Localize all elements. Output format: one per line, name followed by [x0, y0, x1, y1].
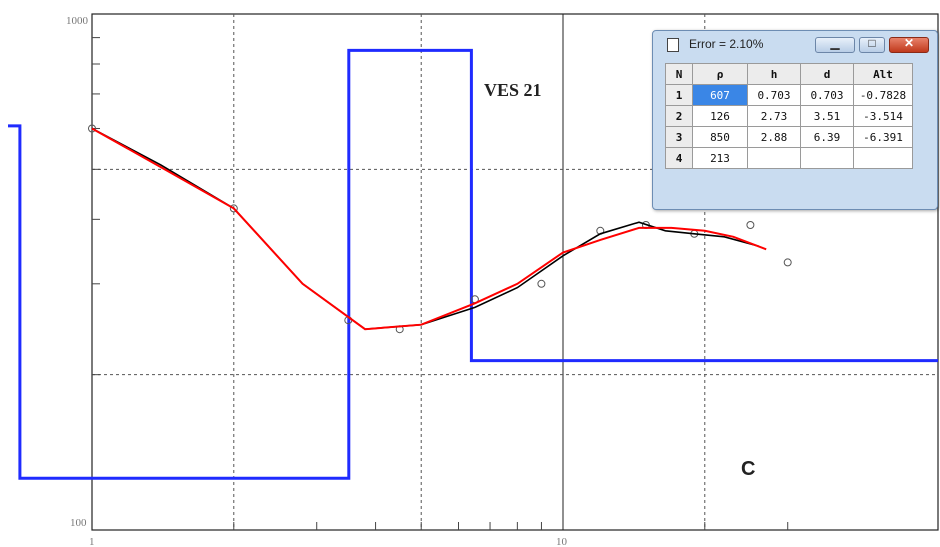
table-body: 1 607 0.703 0.703 -0.7828 2 126 2.73 3.51 -3.514 3… — [665, 84, 913, 169]
minimize-button[interactable]: ▁ — [815, 36, 855, 53]
cell-alt[interactable]: -3.514 — [853, 105, 913, 127]
document-icon — [667, 38, 679, 52]
cell-alt[interactable]: -6.391 — [853, 126, 913, 148]
cell-rho[interactable]: 850 — [692, 126, 748, 148]
cell-d[interactable]: 6.39 — [800, 126, 854, 148]
cell-n[interactable]: 2 — [665, 105, 693, 127]
column-header-d: d — [800, 63, 854, 85]
axis-ticks — [92, 37, 789, 530]
table-row: 1 607 0.703 0.703 -0.7828 — [665, 84, 913, 106]
table-header-row: N ρ h d Alt — [665, 63, 913, 85]
ves-label: VES 21 — [484, 80, 542, 100]
model-response-line — [91, 127, 767, 331]
observed-point — [746, 221, 755, 229]
plot-frame — [91, 13, 939, 531]
cell-rho[interactable]: 213 — [692, 147, 748, 169]
layer-parameters-table: N ρ h d Alt 1 607 0.703 0.703 -0.7828 2 126 2.7… — [665, 63, 913, 169]
cell-alt[interactable]: -0.7828 — [853, 84, 913, 106]
cell-n[interactable]: 1 — [665, 84, 693, 106]
column-header-n: N — [665, 63, 693, 85]
y-tick-label-1000: 1000 — [66, 15, 89, 27]
table-row: 3 850 2.88 6.39 -6.391 — [665, 126, 913, 148]
cell-h[interactable]: 0.703 — [747, 84, 801, 106]
cell-n[interactable]: 3 — [665, 126, 693, 148]
cell-h[interactable]: 2.73 — [747, 105, 801, 127]
y-tick-label-100: 100 — [70, 517, 87, 529]
observed-point — [229, 204, 238, 213]
table-row: 4 213 — [665, 147, 913, 169]
cell-alt[interactable] — [853, 147, 913, 169]
observed-point — [783, 258, 792, 267]
close-button[interactable]: ✕ — [889, 36, 929, 53]
minimize-icon: ▁ — [830, 36, 840, 50]
window-titlebar[interactable]: Error = 2.10% ▁ □ ✕ — [653, 31, 937, 59]
table-row: 2 126 2.73 3.51 -3.514 — [665, 105, 913, 127]
column-header-rho: ρ — [692, 63, 748, 85]
panel-letter: C — [741, 458, 755, 480]
x-tick-label-1: 1 — [89, 536, 95, 547]
window-title: Error = 2.10% — [689, 37, 764, 51]
observed-point — [88, 124, 96, 133]
column-header-alt: Alt — [853, 63, 913, 85]
close-icon: ✕ — [903, 36, 915, 50]
column-header-h: h — [747, 63, 801, 85]
cell-h[interactable]: 2.88 — [747, 126, 801, 148]
cell-rho[interactable]: 126 — [692, 105, 748, 127]
maximize-button[interactable]: □ — [859, 36, 885, 53]
cell-d[interactable]: 3.51 — [800, 105, 854, 127]
cell-d[interactable]: 0.703 — [800, 84, 854, 106]
cell-n[interactable]: 4 — [665, 147, 693, 169]
x-tick-label-10: 10 — [556, 536, 568, 547]
maximize-icon: □ — [868, 36, 876, 50]
cell-h[interactable] — [747, 147, 801, 169]
cell-d[interactable] — [800, 147, 854, 169]
cell-rho[interactable]: 607 — [692, 84, 748, 106]
observed-point — [537, 279, 546, 288]
results-window[interactable]: Error = 2.10% ▁ □ ✕ N ρ h d Alt 1 607 0.70… — [652, 30, 938, 210]
